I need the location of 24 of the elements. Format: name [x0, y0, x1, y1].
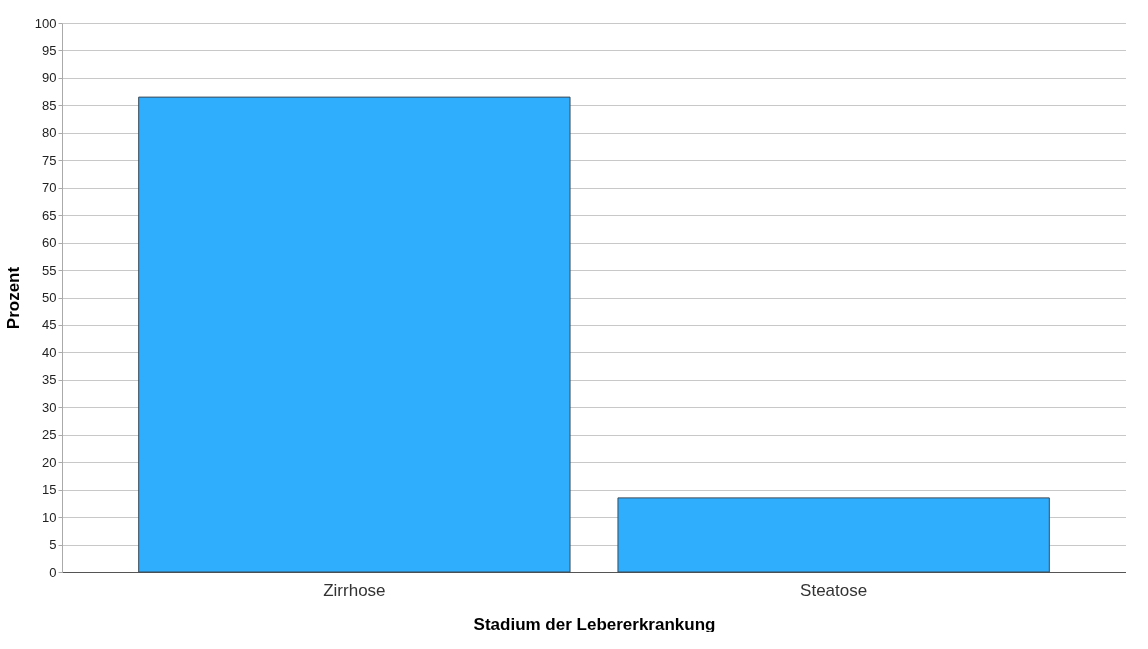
y-axis-title: Prozent [3, 266, 23, 330]
y-tick-label: 65 [42, 207, 57, 223]
y-tick-label: 35 [42, 372, 57, 388]
y-tick-label: 70 [42, 180, 57, 196]
y-tick-label: 50 [42, 290, 57, 305]
y-tick-label: 55 [42, 262, 57, 278]
y-tick-label: 90 [42, 70, 57, 86]
y-tick-label: 20 [42, 454, 57, 470]
y-tick-label: 80 [42, 125, 57, 141]
y-tick-label: 0 [49, 564, 57, 580]
x-tick-label: Zirrhose [323, 580, 386, 600]
y-tick-label: 95 [42, 42, 57, 58]
y-tick-label: 5 [49, 537, 57, 553]
y-tick-label: 10 [42, 509, 57, 525]
y-tick-label: 45 [42, 317, 57, 333]
y-tick-label: 40 [42, 344, 57, 360]
y-tick-label: 85 [42, 97, 57, 113]
y-tick-label: 100 [34, 15, 57, 31]
y-tick-label: 60 [42, 235, 57, 251]
y-tick-label: 75 [42, 152, 57, 168]
x-tick-label: Steatose [800, 580, 868, 600]
y-tick-label: 30 [42, 399, 57, 415]
y-tick-label: 25 [42, 427, 57, 443]
y-tick-label: 15 [42, 482, 57, 498]
